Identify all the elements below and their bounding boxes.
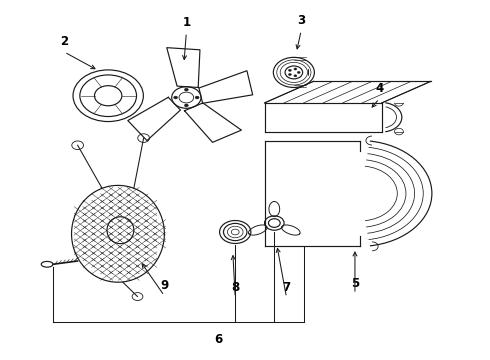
Circle shape [289, 73, 292, 76]
Text: 9: 9 [160, 279, 169, 292]
Text: 5: 5 [351, 278, 359, 291]
Text: 3: 3 [297, 14, 305, 27]
Circle shape [297, 71, 300, 73]
Text: 7: 7 [282, 281, 291, 294]
Text: 6: 6 [214, 333, 222, 346]
Circle shape [184, 104, 188, 107]
Text: 8: 8 [231, 281, 239, 294]
Text: 1: 1 [182, 16, 191, 29]
Circle shape [289, 69, 292, 71]
Text: 2: 2 [60, 35, 68, 49]
Circle shape [173, 96, 177, 99]
Circle shape [195, 96, 199, 99]
Circle shape [184, 88, 188, 91]
Circle shape [294, 68, 297, 70]
Text: 4: 4 [375, 82, 384, 95]
Circle shape [294, 75, 297, 77]
